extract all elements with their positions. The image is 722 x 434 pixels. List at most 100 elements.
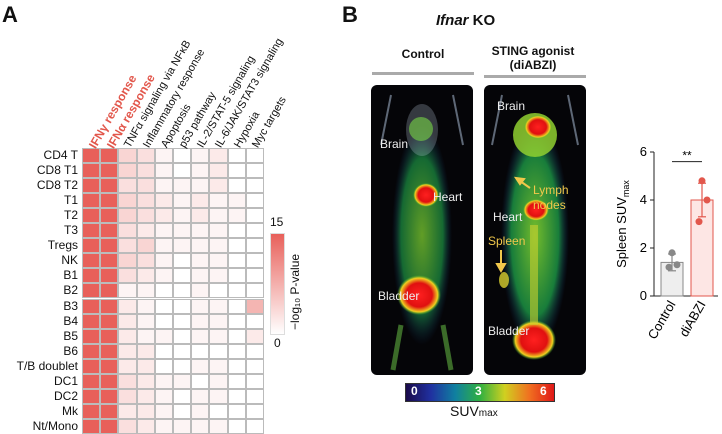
heatmap-cell xyxy=(154,223,173,239)
sting-brain-label: Brain xyxy=(497,99,526,113)
suv-title: SUVmax xyxy=(450,403,498,419)
heatmap-cell xyxy=(227,178,246,194)
control-header: Control xyxy=(401,47,445,61)
heatmap-cell xyxy=(82,283,101,299)
heatmap-cell xyxy=(136,253,155,269)
heatmap-cell xyxy=(173,313,192,329)
heatmap-row-label: B5 xyxy=(63,328,78,343)
heatmap-cell xyxy=(118,418,137,434)
heatmap-cell xyxy=(100,313,119,329)
heatmap-cell xyxy=(136,358,155,374)
heatmap-cell xyxy=(118,163,137,179)
heatmap-cell xyxy=(227,328,246,344)
lymph-line1: Lymph xyxy=(533,183,569,197)
heatmap-cell xyxy=(100,208,119,224)
y-tick-label: 6 xyxy=(640,144,647,159)
heatmap-cell xyxy=(100,358,119,374)
heatmap-cell xyxy=(209,283,228,299)
heatmap-cell xyxy=(209,253,228,269)
heatmap-cell xyxy=(118,403,137,419)
heatmap-cell xyxy=(118,148,137,164)
heatmap-cell xyxy=(191,298,210,314)
heatmap-row-label: B3 xyxy=(63,298,78,313)
heatmap-row-label: B4 xyxy=(63,313,78,328)
heatmap-cell xyxy=(118,193,137,209)
heatmap-cell xyxy=(173,373,192,389)
heatmap-cell xyxy=(191,193,210,209)
suv-title-sub: max xyxy=(478,408,498,419)
heatmap-cell xyxy=(136,313,155,329)
heatmap-cell xyxy=(173,193,192,209)
heatmap-cell xyxy=(82,328,101,344)
heatmap-cell xyxy=(191,238,210,254)
heatmap-cell xyxy=(136,343,155,359)
sting-pet-scan xyxy=(484,85,586,375)
heatmap-cell xyxy=(82,373,101,389)
heatmap-cell xyxy=(245,223,264,239)
heatmap-cell xyxy=(227,283,246,299)
heatmap-cell xyxy=(100,178,119,194)
heatmap-cell xyxy=(136,298,155,314)
heatmap-cell xyxy=(118,208,137,224)
scan-arrows xyxy=(495,176,531,274)
sting-header-line1: STING agonist xyxy=(491,44,575,58)
heatmap-cell xyxy=(209,328,228,344)
heatmap-cell xyxy=(118,253,137,269)
heatmap-cell xyxy=(227,193,246,209)
heatmap-cell xyxy=(227,253,246,269)
sting-heart-label: Heart xyxy=(493,210,523,224)
x-tick-label: Control xyxy=(645,298,679,342)
heatmap-cell xyxy=(227,298,246,314)
heatmap-cell xyxy=(191,403,210,419)
heatmap-cell xyxy=(100,163,119,179)
heatmap-cell xyxy=(154,253,173,269)
heatmap-cell xyxy=(100,418,119,434)
heatmap-cell xyxy=(191,328,210,344)
heatmap-cell xyxy=(82,358,101,374)
heatmap-cell xyxy=(118,268,137,284)
heatmap-cell xyxy=(191,148,210,164)
data-point xyxy=(703,196,711,204)
heatmap-cell xyxy=(100,373,119,389)
heatmap-cell xyxy=(191,268,210,284)
control-heart-label: Heart xyxy=(433,190,463,204)
heatmap-row-label: CD8 T2 xyxy=(36,178,78,193)
heatmap-cell xyxy=(100,238,119,254)
heatmap-row-label: CD4 T xyxy=(43,148,78,162)
heatmap-cell xyxy=(100,283,119,299)
heatmap-cell xyxy=(82,418,101,434)
control-pet-scan xyxy=(371,85,473,375)
heatmap-cell xyxy=(154,298,173,314)
heatmap-cell xyxy=(82,178,101,194)
heatmap-cell xyxy=(100,328,119,344)
heatmap-cell xyxy=(136,418,155,434)
heatmap-cell xyxy=(245,238,264,254)
y-tick-label: 2 xyxy=(640,240,647,255)
heatmap-row-label: DC2 xyxy=(53,388,78,403)
heatmap-cell xyxy=(227,358,246,374)
heatmap-cell xyxy=(136,223,155,239)
heatmap-cell xyxy=(136,193,155,209)
heatmap-cell xyxy=(245,163,264,179)
heatmap-cell xyxy=(227,373,246,389)
heatmap-cell xyxy=(209,238,228,254)
heatmap-cell xyxy=(227,418,246,434)
heatmap-cell xyxy=(154,343,173,359)
heatmap-cell xyxy=(191,358,210,374)
heatmap-row-label: T3 xyxy=(63,223,78,238)
heatmap-row-label: Nt/Mono xyxy=(32,418,78,433)
heatmap-cell xyxy=(245,313,264,329)
x-tick-label: diABZI xyxy=(676,298,708,339)
heatmap-cell xyxy=(118,178,137,194)
spleen-label: Spleen xyxy=(488,234,526,248)
heatmap-cell xyxy=(100,268,119,284)
colorbar xyxy=(270,233,285,335)
heatmap-cell xyxy=(191,343,210,359)
heatmap-cell xyxy=(245,268,264,284)
heatmap-row-label: Mk xyxy=(62,403,78,418)
heatmap-cell xyxy=(173,148,192,164)
heatmap-cell xyxy=(118,358,137,374)
sting-bladder-label: Bladder xyxy=(488,324,530,338)
heatmap-cell xyxy=(227,388,246,404)
heatmap-cell xyxy=(82,193,101,209)
